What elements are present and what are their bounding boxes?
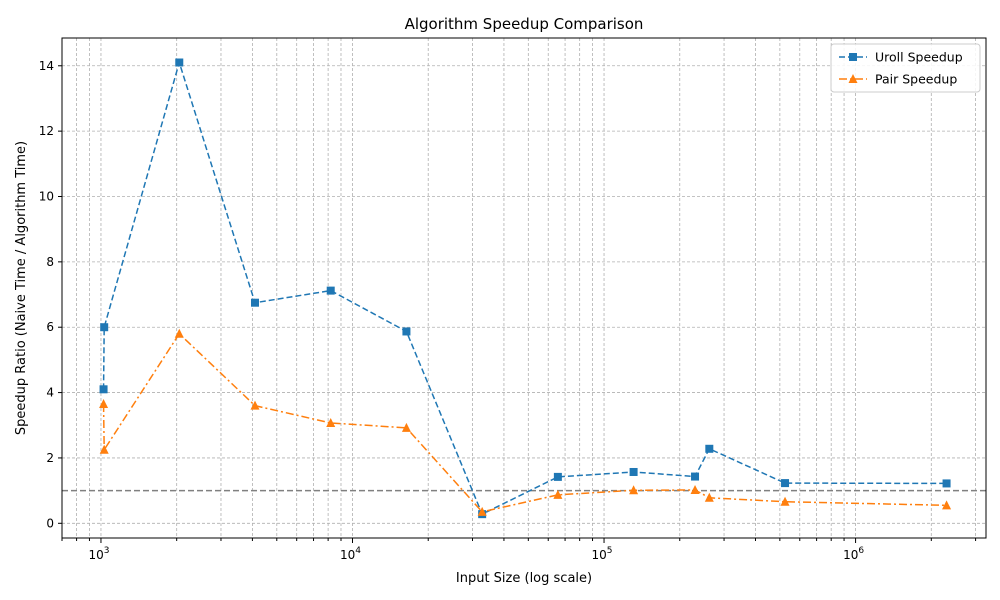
legend-marker xyxy=(849,53,857,61)
data-point xyxy=(174,328,184,338)
x-axis-label: Input Size (log scale) xyxy=(456,571,592,586)
data-point xyxy=(326,286,335,295)
data-point xyxy=(99,399,109,409)
data-point xyxy=(704,492,714,502)
legend-item-uroll: Uroll Speedup xyxy=(839,50,963,65)
y-tick-label: 6 xyxy=(46,320,54,334)
x-tick-base: 10 xyxy=(340,548,355,562)
y-tick-label: 14 xyxy=(39,59,54,73)
data-point xyxy=(99,385,108,394)
data-point xyxy=(629,485,639,495)
y-axis-label: Speedup Ratio (Naive Time / Algorithm Ti… xyxy=(14,141,29,435)
x-tick-exponent: 5 xyxy=(607,546,613,556)
y-tick-label: 0 xyxy=(46,516,54,530)
data-point xyxy=(942,500,952,510)
legend: Uroll Speedup Pair Speedup xyxy=(830,43,981,93)
x-tick-exponent: 6 xyxy=(858,546,864,556)
data-point xyxy=(553,489,563,499)
data-point xyxy=(705,444,714,453)
x-tick-label: 105 xyxy=(592,546,613,562)
data-point xyxy=(250,298,259,307)
y-tick-label: 12 xyxy=(39,124,54,138)
data-point xyxy=(781,479,790,488)
x-tick-base: 10 xyxy=(592,548,607,562)
series-uroll xyxy=(99,58,951,519)
series-line xyxy=(102,59,947,516)
data-point xyxy=(691,472,700,481)
legend-item-pair: Pair Speedup xyxy=(839,72,957,87)
x-axis-ticks: 103 104 105 106 xyxy=(61,538,977,562)
x-tick-label: 103 xyxy=(88,546,109,562)
series-pair xyxy=(99,328,952,516)
legend-label: Pair Speedup xyxy=(875,72,957,87)
data-point xyxy=(690,484,700,494)
y-axis-ticks: 0 2 4 6 8 10 12 14 xyxy=(39,59,62,530)
y-tick-label: 2 xyxy=(46,451,54,465)
series-layer xyxy=(99,58,952,519)
data-point xyxy=(250,400,260,410)
y-tick-label: 10 xyxy=(39,189,54,203)
legend-marker xyxy=(848,74,858,83)
series-line xyxy=(102,332,947,513)
legend-label: Uroll Speedup xyxy=(875,50,963,65)
grid-lines xyxy=(61,38,986,538)
x-tick-exponent: 3 xyxy=(104,546,110,556)
data-point xyxy=(326,417,336,427)
x-tick-label: 106 xyxy=(843,546,864,562)
data-point xyxy=(100,323,109,332)
data-point xyxy=(942,479,951,488)
legend-box xyxy=(830,43,981,93)
data-point xyxy=(401,422,411,432)
data-point xyxy=(477,506,487,516)
data-point xyxy=(175,58,184,67)
data-point xyxy=(99,444,109,454)
data-point xyxy=(629,467,638,476)
y-tick-label: 8 xyxy=(46,255,54,269)
x-tick-label: 104 xyxy=(340,546,361,562)
x-tick-base: 10 xyxy=(843,548,858,562)
y-tick-label: 4 xyxy=(46,386,54,400)
data-point xyxy=(780,496,790,506)
plot-area-frame xyxy=(61,37,987,539)
x-tick-base: 10 xyxy=(88,548,103,562)
x-tick-exponent: 4 xyxy=(355,546,361,556)
data-point xyxy=(402,327,411,336)
chart-title: Algorithm Speedup Comparison xyxy=(405,15,644,33)
data-point xyxy=(553,472,562,481)
